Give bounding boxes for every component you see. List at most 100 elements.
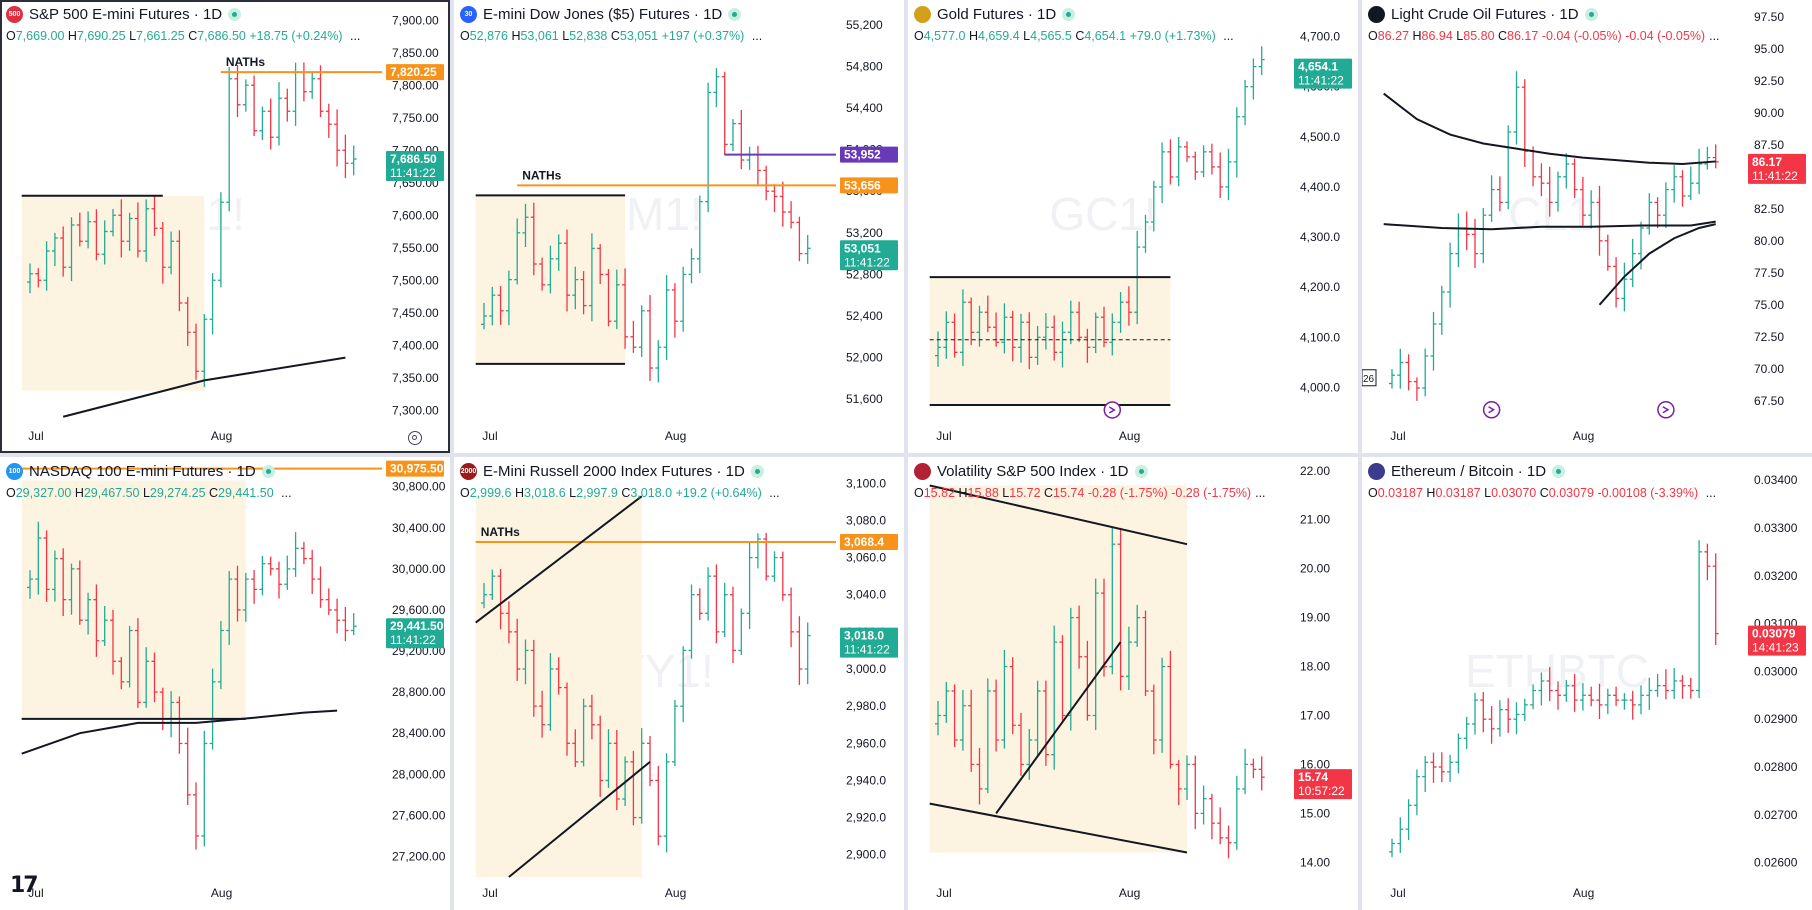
symbol-logo-icon — [1368, 6, 1385, 23]
ohlc-bar — [779, 551, 786, 601]
chart-pane-ethbtc[interactable]: ETHBTC 0.03400 0.03300 0.03200 0.03100 0.0300… — [1362, 457, 1812, 910]
chart-svg[interactable]: VIX22.0021.0020.0019.0018.0017.0016.0015… — [908, 457, 1358, 910]
chart-svg[interactable]: NQ1!30,800.0030,400.0030,000.0029,600.00… — [0, 457, 450, 910]
range-box[interactable] — [929, 277, 1171, 405]
trend-line[interactable] — [995, 641, 1122, 814]
chart-header[interactable]: 100 NASDAQ 100 E-mini Futures · 1D — [6, 463, 275, 480]
chart-title[interactable]: E-mini Dow Jones ($5) Futures · 1D — [483, 6, 723, 23]
more-icon[interactable]: ... — [1705, 486, 1717, 500]
trend-line[interactable] — [508, 761, 651, 878]
chart-title[interactable]: E-Mini Russell 2000 Index Futures · 1D — [483, 463, 745, 480]
ohlc-bar — [1117, 527, 1124, 691]
chart-header[interactable]: 30 E-mini Dow Jones ($5) Futures · 1D — [460, 6, 742, 23]
chart-svg[interactable]: GC1!4,700.04,600.04,500.04,400.04,300.04… — [908, 0, 1358, 453]
market-status-icon[interactable] — [261, 465, 275, 478]
ohlc-value: 15.72 — [1009, 486, 1041, 500]
y-tick-label: 4,700.0 — [1300, 30, 1340, 44]
market-status-icon[interactable] — [1134, 465, 1148, 478]
trend-line[interactable] — [204, 356, 346, 382]
chart-header[interactable]: 2000 E-Mini Russell 2000 Index Futures · … — [460, 463, 764, 480]
ohlc-change-secondary: -0.04 (-0.05%) — [1625, 29, 1706, 43]
chart-svg[interactable]: ETHBTC0.034000.033000.032000.031000.0300… — [1362, 457, 1812, 910]
y-tick-label: 87.50 — [1754, 138, 1784, 152]
chart-svg[interactable]: CL1!2697.5095.0092.5090.0087.5085.0082.5… — [1362, 0, 1812, 453]
chart-pane-rty[interactable]: RTY1! NATHs 3,100.0 3,080.0 3,060.0 3,040.0 3,… — [454, 457, 904, 910]
range-box[interactable] — [21, 480, 246, 719]
market-status-icon[interactable] — [750, 465, 764, 478]
more-icon[interactable]: ... — [1223, 29, 1234, 43]
market-status-icon[interactable] — [1062, 8, 1076, 21]
ohlc-value: 4,565.5 — [1030, 29, 1072, 43]
chart-pane-vix[interactable]: VIX22.0021.0020.0019.0018.0017.0016.0015… — [908, 457, 1358, 910]
chart-header[interactable]: Volatility S&P 500 Index · 1D — [914, 463, 1148, 480]
pane-divider[interactable] — [0, 453, 1812, 457]
moving-average-line[interactable] — [21, 709, 338, 755]
chart-header[interactable]: 500 S&P 500 E-mini Futures · 1D — [6, 6, 242, 23]
range-box[interactable] — [929, 485, 1187, 853]
ohlc-bar — [1225, 148, 1232, 201]
ohlc-bar — [1009, 310, 1016, 362]
chart-svg[interactable]: YM1!NATHs55,20054,80054,40054,00053,6005… — [454, 0, 904, 453]
more-icon[interactable]: ... — [281, 486, 292, 500]
chart-title[interactable]: Ethereum / Bitcoin · 1D — [1391, 463, 1547, 480]
moving-average-line[interactable] — [1598, 223, 1716, 306]
trend-line[interactable] — [929, 802, 1188, 854]
chart-title[interactable]: NASDAQ 100 E-mini Futures · 1D — [29, 463, 256, 480]
more-icon[interactable]: ... — [1255, 486, 1266, 500]
trend-line[interactable] — [929, 484, 1188, 546]
chart-svg[interactable]: RTY1!NATHs3,100.03,080.03,060.03,040.03,… — [454, 457, 904, 910]
ohlc-bar — [1258, 756, 1265, 791]
chart-header[interactable]: Ethereum / Bitcoin · 1D — [1368, 463, 1566, 480]
moving-average-line[interactable] — [1383, 220, 1716, 231]
chart-pane-gc[interactable]: GC1!4,700.04,600.04,500.04,400.04,300.04… — [908, 0, 1358, 453]
more-icon[interactable]: ... — [769, 486, 780, 500]
y-tick-label: 97.50 — [1754, 10, 1784, 24]
moving-average-line[interactable] — [1383, 92, 1716, 166]
ohlc-value: 53,051 — [619, 29, 659, 43]
ohlc-bar — [118, 199, 125, 258]
price-tag: 53,656 — [840, 177, 898, 194]
ohlc-value: 4,654.1 — [1084, 29, 1127, 43]
symbol-logo-icon: 2000 — [460, 463, 477, 480]
trend-line[interactable] — [475, 495, 643, 624]
y-tick-label: 3,040.0 — [846, 588, 886, 602]
chart-header[interactable]: Gold Futures · 1D — [914, 6, 1076, 23]
ohlc-bar — [1405, 354, 1412, 391]
more-icon[interactable]: ... — [1709, 29, 1720, 43]
symbol-watermark: ETHBTC — [1465, 645, 1649, 697]
chart-title[interactable]: Light Crude Oil Futures · 1D — [1391, 6, 1579, 23]
event-marker-icon[interactable] — [1482, 401, 1501, 419]
chart-svg[interactable]: ES1!NATHs7,900.007,850.007,800.007,750.0… — [0, 0, 450, 453]
svg-text:86.17: 86.17 — [1752, 155, 1782, 169]
chart-pane-es[interactable]: ES1!NATHs7,900.007,850.007,800.007,750.0… — [0, 0, 450, 453]
chart-pane-nq[interactable]: NQ1!30,800.0030,400.0030,000.0029,600.00… — [0, 457, 450, 910]
chart-pane-ym[interactable]: YM1!NATHs55,20054,80054,40054,00053,6005… — [454, 0, 904, 453]
ohlc-value: 86.27 — [1377, 29, 1410, 43]
ohlc-bar — [943, 681, 950, 723]
market-status-icon[interactable] — [1584, 8, 1598, 21]
ohlc-bar — [1233, 775, 1240, 850]
y-tick-label: 2,920.0 — [846, 811, 886, 825]
trend-line[interactable] — [62, 379, 205, 418]
ohlc-bar — [1563, 153, 1570, 189]
y-tick-label: 4,500.0 — [1300, 130, 1340, 144]
symbol-logo-icon — [1368, 463, 1385, 480]
ohlc-key: O — [914, 29, 924, 43]
market-status-icon[interactable] — [1552, 465, 1566, 478]
market-status-icon[interactable] — [228, 8, 242, 21]
chart-title[interactable]: Gold Futures · 1D — [937, 6, 1057, 23]
chart-pane-cl[interactable]: CL1!2697.5095.0092.5090.0087.5085.0082.5… — [1362, 0, 1812, 453]
tradingview-logo[interactable]: 17 — [10, 873, 39, 898]
chart-title[interactable]: Volatility S&P 500 Index · 1D — [937, 463, 1129, 480]
chart-title[interactable]: S&P 500 E-mini Futures · 1D — [29, 6, 223, 23]
event-marker-icon[interactable] — [1103, 401, 1122, 419]
event-marker-icon[interactable] — [1657, 401, 1675, 419]
ohlc-bar — [1397, 817, 1404, 853]
more-icon[interactable]: ... — [349, 29, 361, 43]
ohlc-bar — [76, 212, 83, 247]
chart-header[interactable]: Light Crude Oil Futures · 1D — [1368, 6, 1598, 23]
market-status-icon[interactable] — [728, 8, 742, 21]
ohlc-key: H — [1426, 486, 1436, 500]
more-icon[interactable]: ... — [751, 29, 763, 43]
settings-gear-icon[interactable] — [408, 431, 422, 445]
